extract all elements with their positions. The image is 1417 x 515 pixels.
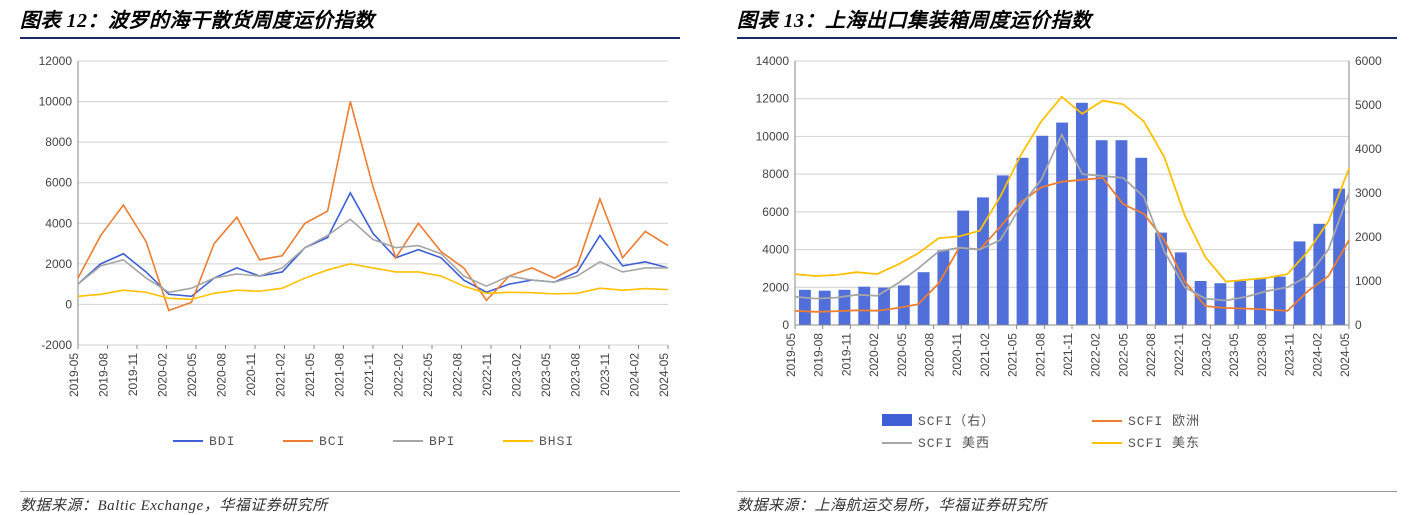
svg-text:2023-08: 2023-08 — [1255, 333, 1269, 377]
svg-text:2020-11: 2020-11 — [244, 353, 258, 396]
svg-text:2023-05: 2023-05 — [539, 353, 553, 397]
svg-text:2021-02: 2021-02 — [978, 333, 992, 377]
svg-text:2019-11: 2019-11 — [839, 333, 853, 376]
svg-text:2023-02: 2023-02 — [1200, 333, 1214, 377]
svg-text:SCFI 美西: SCFI 美西 — [918, 436, 990, 451]
svg-text:2022-05: 2022-05 — [1116, 333, 1130, 377]
svg-text:2023-11: 2023-11 — [1283, 333, 1297, 376]
right-chart-svg: 0 2000 4000 6000 8000 10000 12000 14000 0 1000 200… — [737, 45, 1397, 465]
svg-text:2000: 2000 — [45, 257, 72, 271]
svg-text:0: 0 — [65, 297, 72, 311]
svg-text:4000: 4000 — [762, 243, 789, 257]
left-panel-footer: 数据来源：Baltic Exchange，华福证券研究所 — [20, 491, 680, 515]
left-panel-title: 图表 12：波罗的海干散货周度运价指数 — [20, 4, 680, 39]
svg-text:12000: 12000 — [39, 54, 73, 68]
svg-text:BCI: BCI — [319, 434, 345, 449]
svg-text:2020-05: 2020-05 — [895, 333, 909, 377]
svg-text:SCFI 欧洲: SCFI 欧洲 — [1128, 414, 1200, 429]
svg-text:6000: 6000 — [45, 176, 72, 190]
svg-text:10000: 10000 — [39, 95, 73, 109]
right-panel-footer: 数据来源：上海航运交易所，华福证券研究所 — [737, 491, 1397, 515]
svg-text:2024-02: 2024-02 — [628, 353, 642, 397]
page-root: 图表 12：波罗的海干散货周度运价指数 -2000 0 2000 4000 6000 80… — [0, 0, 1417, 515]
svg-text:2023-02: 2023-02 — [510, 353, 524, 397]
svg-text:2023-08: 2023-08 — [569, 353, 583, 397]
svg-text:2020-08: 2020-08 — [923, 333, 937, 377]
svg-text:0: 0 — [782, 318, 789, 332]
svg-text:5000: 5000 — [1355, 98, 1382, 112]
svg-text:2020-02: 2020-02 — [156, 353, 170, 397]
svg-text:2019-05: 2019-05 — [784, 333, 798, 377]
svg-text:4000: 4000 — [45, 216, 72, 230]
right-panel-title: 图表 13：上海出口集装箱周度运价指数 — [737, 4, 1397, 39]
svg-text:2021-05: 2021-05 — [303, 353, 317, 397]
svg-text:2022-02: 2022-02 — [392, 353, 406, 397]
svg-text:2024-02: 2024-02 — [1310, 333, 1324, 377]
svg-text:2021-11: 2021-11 — [362, 353, 376, 396]
svg-text:2024-05: 2024-05 — [1338, 333, 1352, 377]
svg-text:2020-05: 2020-05 — [185, 353, 199, 397]
svg-text:2022-05: 2022-05 — [421, 353, 435, 397]
svg-text:2021-02: 2021-02 — [274, 353, 288, 397]
svg-text:6000: 6000 — [762, 205, 789, 219]
svg-text:BDI: BDI — [209, 434, 235, 449]
svg-text:2019-11: 2019-11 — [126, 353, 140, 396]
svg-text:2022-11: 2022-11 — [1172, 333, 1186, 376]
svg-text:2023-11: 2023-11 — [598, 353, 612, 396]
svg-text:4000: 4000 — [1355, 142, 1382, 156]
svg-text:2022-08: 2022-08 — [451, 353, 465, 397]
svg-text:0: 0 — [1355, 318, 1362, 332]
svg-text:2020-02: 2020-02 — [867, 333, 881, 377]
svg-text:2000: 2000 — [1355, 230, 1382, 244]
svg-text:12000: 12000 — [756, 92, 790, 106]
svg-text:1000: 1000 — [1355, 274, 1382, 288]
svg-text:6000: 6000 — [1355, 54, 1382, 68]
svg-text:BHSI: BHSI — [539, 434, 574, 449]
svg-text:2023-05: 2023-05 — [1227, 333, 1241, 377]
svg-text:2022-02: 2022-02 — [1089, 333, 1103, 377]
svg-text:2020-11: 2020-11 — [950, 333, 964, 376]
svg-text:3000: 3000 — [1355, 186, 1382, 200]
left-panel: 图表 12：波罗的海干散货周度运价指数 -2000 0 2000 4000 6000 80… — [20, 4, 680, 515]
svg-text:2020-08: 2020-08 — [215, 353, 229, 397]
svg-text:2019-08: 2019-08 — [97, 353, 111, 397]
svg-text:2021-08: 2021-08 — [333, 353, 347, 397]
right-chart-area: 0 2000 4000 6000 8000 10000 12000 14000 0 1000 200… — [737, 39, 1397, 491]
svg-text:2022-11: 2022-11 — [480, 353, 494, 396]
svg-text:-2000: -2000 — [41, 338, 72, 352]
svg-text:14000: 14000 — [756, 54, 790, 68]
left-chart-svg: -2000 0 2000 4000 6000 8000 10000 12000 2019-05 2… — [20, 45, 680, 465]
svg-text:SCFI 美东: SCFI 美东 — [1128, 436, 1200, 451]
svg-text:8000: 8000 — [762, 167, 789, 181]
svg-text:2019-08: 2019-08 — [812, 333, 826, 377]
svg-text:2021-11: 2021-11 — [1061, 333, 1075, 376]
svg-text:8000: 8000 — [45, 135, 72, 149]
svg-text:2019-05: 2019-05 — [67, 353, 81, 397]
svg-text:SCFI（右）: SCFI（右） — [918, 414, 995, 429]
svg-text:BPI: BPI — [429, 434, 455, 449]
svg-text:2021-05: 2021-05 — [1006, 333, 1020, 377]
svg-text:10000: 10000 — [756, 129, 790, 143]
left-chart-area: -2000 0 2000 4000 6000 8000 10000 12000 2019-05 2… — [20, 39, 680, 491]
svg-text:2022-08: 2022-08 — [1144, 333, 1158, 377]
svg-text:2000: 2000 — [762, 280, 789, 294]
svg-text:2024-05: 2024-05 — [657, 353, 671, 397]
right-panel: 图表 13：上海出口集装箱周度运价指数 0 2000 4000 6000 8000 100… — [737, 4, 1397, 515]
svg-text:2021-08: 2021-08 — [1033, 333, 1047, 377]
